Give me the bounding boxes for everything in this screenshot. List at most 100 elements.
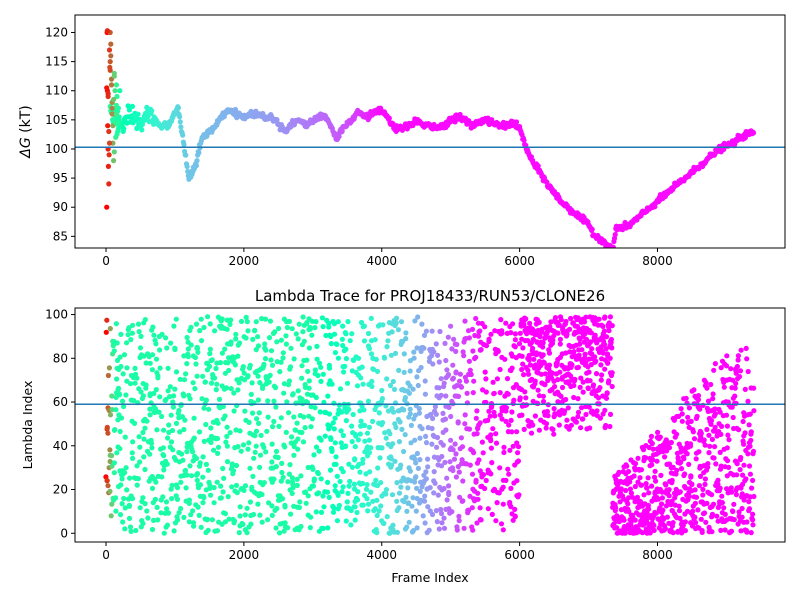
- delta-g-point: [193, 163, 199, 169]
- lambda-point: [194, 344, 200, 350]
- lambda-point: [267, 372, 273, 378]
- lambda-point: [414, 345, 420, 351]
- lambda-point: [170, 447, 176, 453]
- lambda-point: [325, 393, 331, 399]
- lambda-point: [708, 418, 715, 424]
- lambda-point: [631, 473, 637, 479]
- lambda-point: [718, 527, 724, 534]
- lambda-point: [643, 481, 649, 487]
- lambda-point: [161, 530, 167, 536]
- lambda-point: [436, 526, 442, 532]
- delta-g-point: [194, 158, 200, 164]
- lambda-point: [364, 430, 371, 436]
- delta-g-point: [181, 142, 187, 148]
- lambda-point: [287, 462, 293, 468]
- lambda-point: [280, 350, 286, 356]
- lambda-point: [252, 449, 258, 455]
- lambda-point: [260, 385, 266, 391]
- lambda-point: [265, 517, 271, 523]
- lambda-point: [114, 340, 120, 346]
- lambda-point: [255, 343, 262, 349]
- lambda-point: [410, 386, 416, 392]
- lambda-point: [387, 431, 393, 437]
- lambda-point: [193, 455, 200, 461]
- lambda-point: [471, 378, 477, 384]
- lambda-point: [459, 457, 465, 463]
- lambda-point: [550, 426, 556, 433]
- lambda-point: [390, 409, 397, 415]
- lambda-point: [170, 399, 176, 405]
- lambda-point: [646, 490, 652, 496]
- lambda-point: [107, 458, 113, 465]
- lambda-point: [224, 443, 230, 449]
- lambda-point: [512, 506, 518, 512]
- lambda-point: [126, 502, 132, 508]
- lambda-point: [109, 407, 115, 413]
- lambda-point: [393, 424, 399, 430]
- lambda-point: [551, 431, 557, 437]
- lambda-point: [305, 493, 311, 499]
- lambda-point: [328, 341, 334, 347]
- lambda-point: [477, 420, 483, 426]
- lambda-point: [211, 500, 217, 506]
- lambda-point: [201, 438, 207, 444]
- lambda-point: [361, 323, 367, 329]
- lambda-point: [111, 348, 117, 354]
- lambda-point: [666, 445, 673, 451]
- lambda-point: [147, 406, 153, 412]
- lambda-point: [181, 377, 188, 383]
- lambda-point: [566, 426, 572, 432]
- lambda-point: [328, 333, 334, 340]
- lambda-point: [255, 334, 261, 340]
- lambda-point: [226, 367, 232, 374]
- lambda-point: [563, 318, 569, 325]
- lambda-point: [660, 516, 667, 522]
- lambda-point: [634, 494, 641, 500]
- delta-g-point: [183, 152, 189, 158]
- lambda-point: [614, 525, 620, 531]
- lambda-point: [467, 367, 473, 373]
- lambda-point: [142, 425, 148, 431]
- lambda-point: [493, 431, 499, 437]
- lambda-point: [422, 391, 428, 397]
- lambda-point: [257, 452, 264, 458]
- lambda-point: [690, 429, 697, 435]
- lambda-point: [176, 509, 182, 516]
- lambda-y-tick-label: 80: [53, 351, 68, 365]
- lambda-point: [712, 444, 718, 450]
- lambda-point: [157, 394, 163, 400]
- lambda-point: [120, 398, 126, 404]
- lambda-point: [283, 429, 289, 435]
- lambda-point: [499, 408, 505, 414]
- delta-g-point: [117, 88, 123, 94]
- lambda-point: [248, 391, 254, 397]
- lambda-point: [467, 462, 473, 468]
- lambda-point: [407, 411, 413, 417]
- lambda-point: [572, 376, 578, 382]
- lambda-point: [462, 412, 468, 418]
- lambda-point: [261, 480, 267, 486]
- lambda-point: [695, 393, 702, 399]
- lambda-point: [738, 454, 744, 461]
- lambda-point: [690, 508, 696, 514]
- delta-g-point: [742, 135, 749, 141]
- lambda-point: [173, 369, 180, 375]
- lambda-point: [512, 513, 518, 519]
- lambda-point: [568, 422, 575, 428]
- lambda-point: [512, 344, 518, 350]
- lambda-point: [470, 348, 476, 354]
- lambda-point: [242, 483, 249, 489]
- lambda-point: [361, 338, 368, 344]
- lambda-point: [380, 420, 386, 426]
- lambda-point: [245, 373, 251, 379]
- lambda-point: [483, 477, 489, 484]
- lambda-point: [563, 396, 569, 403]
- lambda-point: [313, 509, 319, 515]
- lambda-point: [407, 368, 413, 374]
- lambda-point: [486, 336, 492, 342]
- lambda-panel: 0 2000 4000 6000 8000 0 20 40 60 80 100 Lambda Tr…: [20, 287, 786, 585]
- lambda-point: [365, 501, 372, 507]
- lambda-point: [374, 512, 380, 519]
- lambda-point: [573, 419, 580, 425]
- lambda-point: [136, 329, 142, 335]
